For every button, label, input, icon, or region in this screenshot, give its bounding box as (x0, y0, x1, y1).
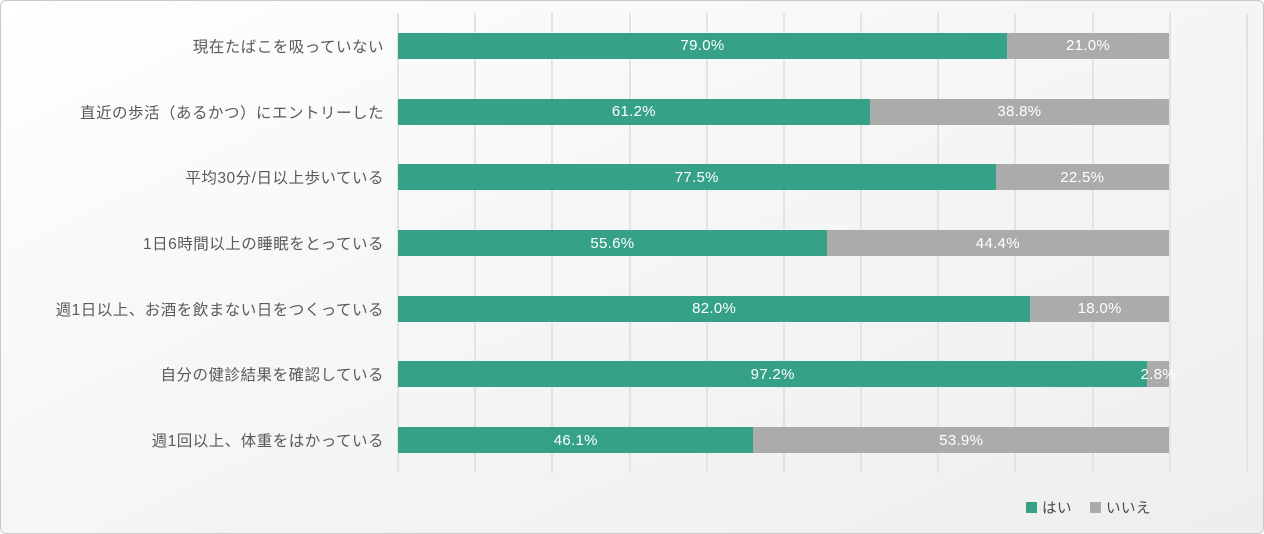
bar-segment-no: 22.5% (995, 164, 1169, 191)
bar-value-label: 61.2% (611, 103, 656, 121)
category-label: 週1回以上、体重をはかっている (151, 433, 384, 451)
chart-row: 週1回以上、体重をはかっている 46.1% 53.9% (1, 407, 1263, 473)
bar-value-label: 79.0% (680, 37, 725, 55)
chart-row: 平均30分/日以上歩いている 77.5% 22.5% (1, 144, 1263, 210)
bar-value-label: 44.4% (975, 234, 1020, 252)
legend-label: いいえ (1106, 501, 1151, 517)
bar-value-label: 21.0% (1066, 37, 1111, 55)
bar-segment-no: 38.8% (869, 98, 1169, 125)
bar-segment-yes: 55.6% (398, 230, 827, 257)
bar-value-label: 53.9% (939, 431, 984, 449)
bar-segment-yes: 82.0% (398, 295, 1031, 322)
bar-track: 61.2% 38.8% (398, 98, 1169, 125)
legend-item-yes: はい (1026, 497, 1072, 518)
bar-segment-yes: 97.2% (398, 361, 1148, 388)
bar-segment-no: 2.8% (1141, 361, 1176, 388)
bar-segment-yes: 61.2% (398, 98, 870, 125)
bar-segment-no: 18.0% (1030, 295, 1169, 322)
plot-area: 現在たばこを吸っていない 79.0% 21.0% 直近の歩活（あるかつ）にエントリーし… (1, 13, 1263, 473)
bar-segment-yes: 46.1% (398, 427, 754, 454)
category-label: 直近の歩活（あるかつ）にエントリーした (79, 104, 384, 122)
category-label: 自分の健診結果を確認している (160, 367, 384, 385)
category-label: 平均30分/日以上歩いている (185, 170, 384, 188)
bar-segment-no: 53.9% (753, 427, 1169, 454)
bar-track: 46.1% 53.9% (398, 427, 1169, 454)
chart-row: 直近の歩活（あるかつ）にエントリーした 61.2% 38.8% (1, 79, 1263, 145)
legend-item-no: いいえ (1090, 497, 1151, 518)
chart-row: 週1日以上、お酒を飲まない日をつくっている 82.0% 18.0% (1, 276, 1263, 342)
bar-value-label: 2.8% (1140, 365, 1176, 383)
bar-segment-yes: 77.5% (398, 164, 996, 191)
bar-value-label: 97.2% (750, 365, 795, 383)
chart-row: 自分の健診結果を確認している 97.2% 2.8% (1, 342, 1263, 408)
bar-track: 55.6% 44.4% (398, 230, 1169, 257)
bar-track: 97.2% 2.8% (398, 361, 1176, 388)
chart-row: 現在たばこを吸っていない 79.0% 21.0% (1, 13, 1263, 79)
bar-value-label: 18.0% (1077, 300, 1122, 318)
bar-value-label: 46.1% (553, 431, 598, 449)
bar-value-label: 22.5% (1060, 168, 1105, 186)
legend: はい いいえ (1026, 497, 1151, 518)
bar-value-label: 38.8% (997, 103, 1042, 121)
bar-segment-yes: 79.0% (398, 32, 1008, 59)
bar-track: 79.0% 21.0% (398, 32, 1169, 59)
category-label: 現在たばこを吸っていない (192, 38, 384, 56)
bar-track: 82.0% 18.0% (398, 295, 1169, 322)
bar-value-label: 82.0% (692, 300, 737, 318)
bar-segment-no: 21.0% (1007, 32, 1169, 59)
chart-row: 1日6時間以上の睡眠をとっている 55.6% 44.4% (1, 210, 1263, 276)
legend-swatch (1090, 502, 1101, 513)
bar-value-label: 55.6% (590, 234, 635, 252)
category-label: 週1日以上、お酒を飲まない日をつくっている (55, 301, 384, 319)
bar-value-label: 77.5% (674, 168, 719, 186)
category-label: 1日6時間以上の睡眠をとっている (142, 236, 384, 254)
legend-swatch (1026, 502, 1037, 513)
legend-label: はい (1042, 501, 1072, 517)
bar-track: 77.5% 22.5% (398, 164, 1169, 191)
bar-segment-no: 44.4% (826, 230, 1169, 257)
